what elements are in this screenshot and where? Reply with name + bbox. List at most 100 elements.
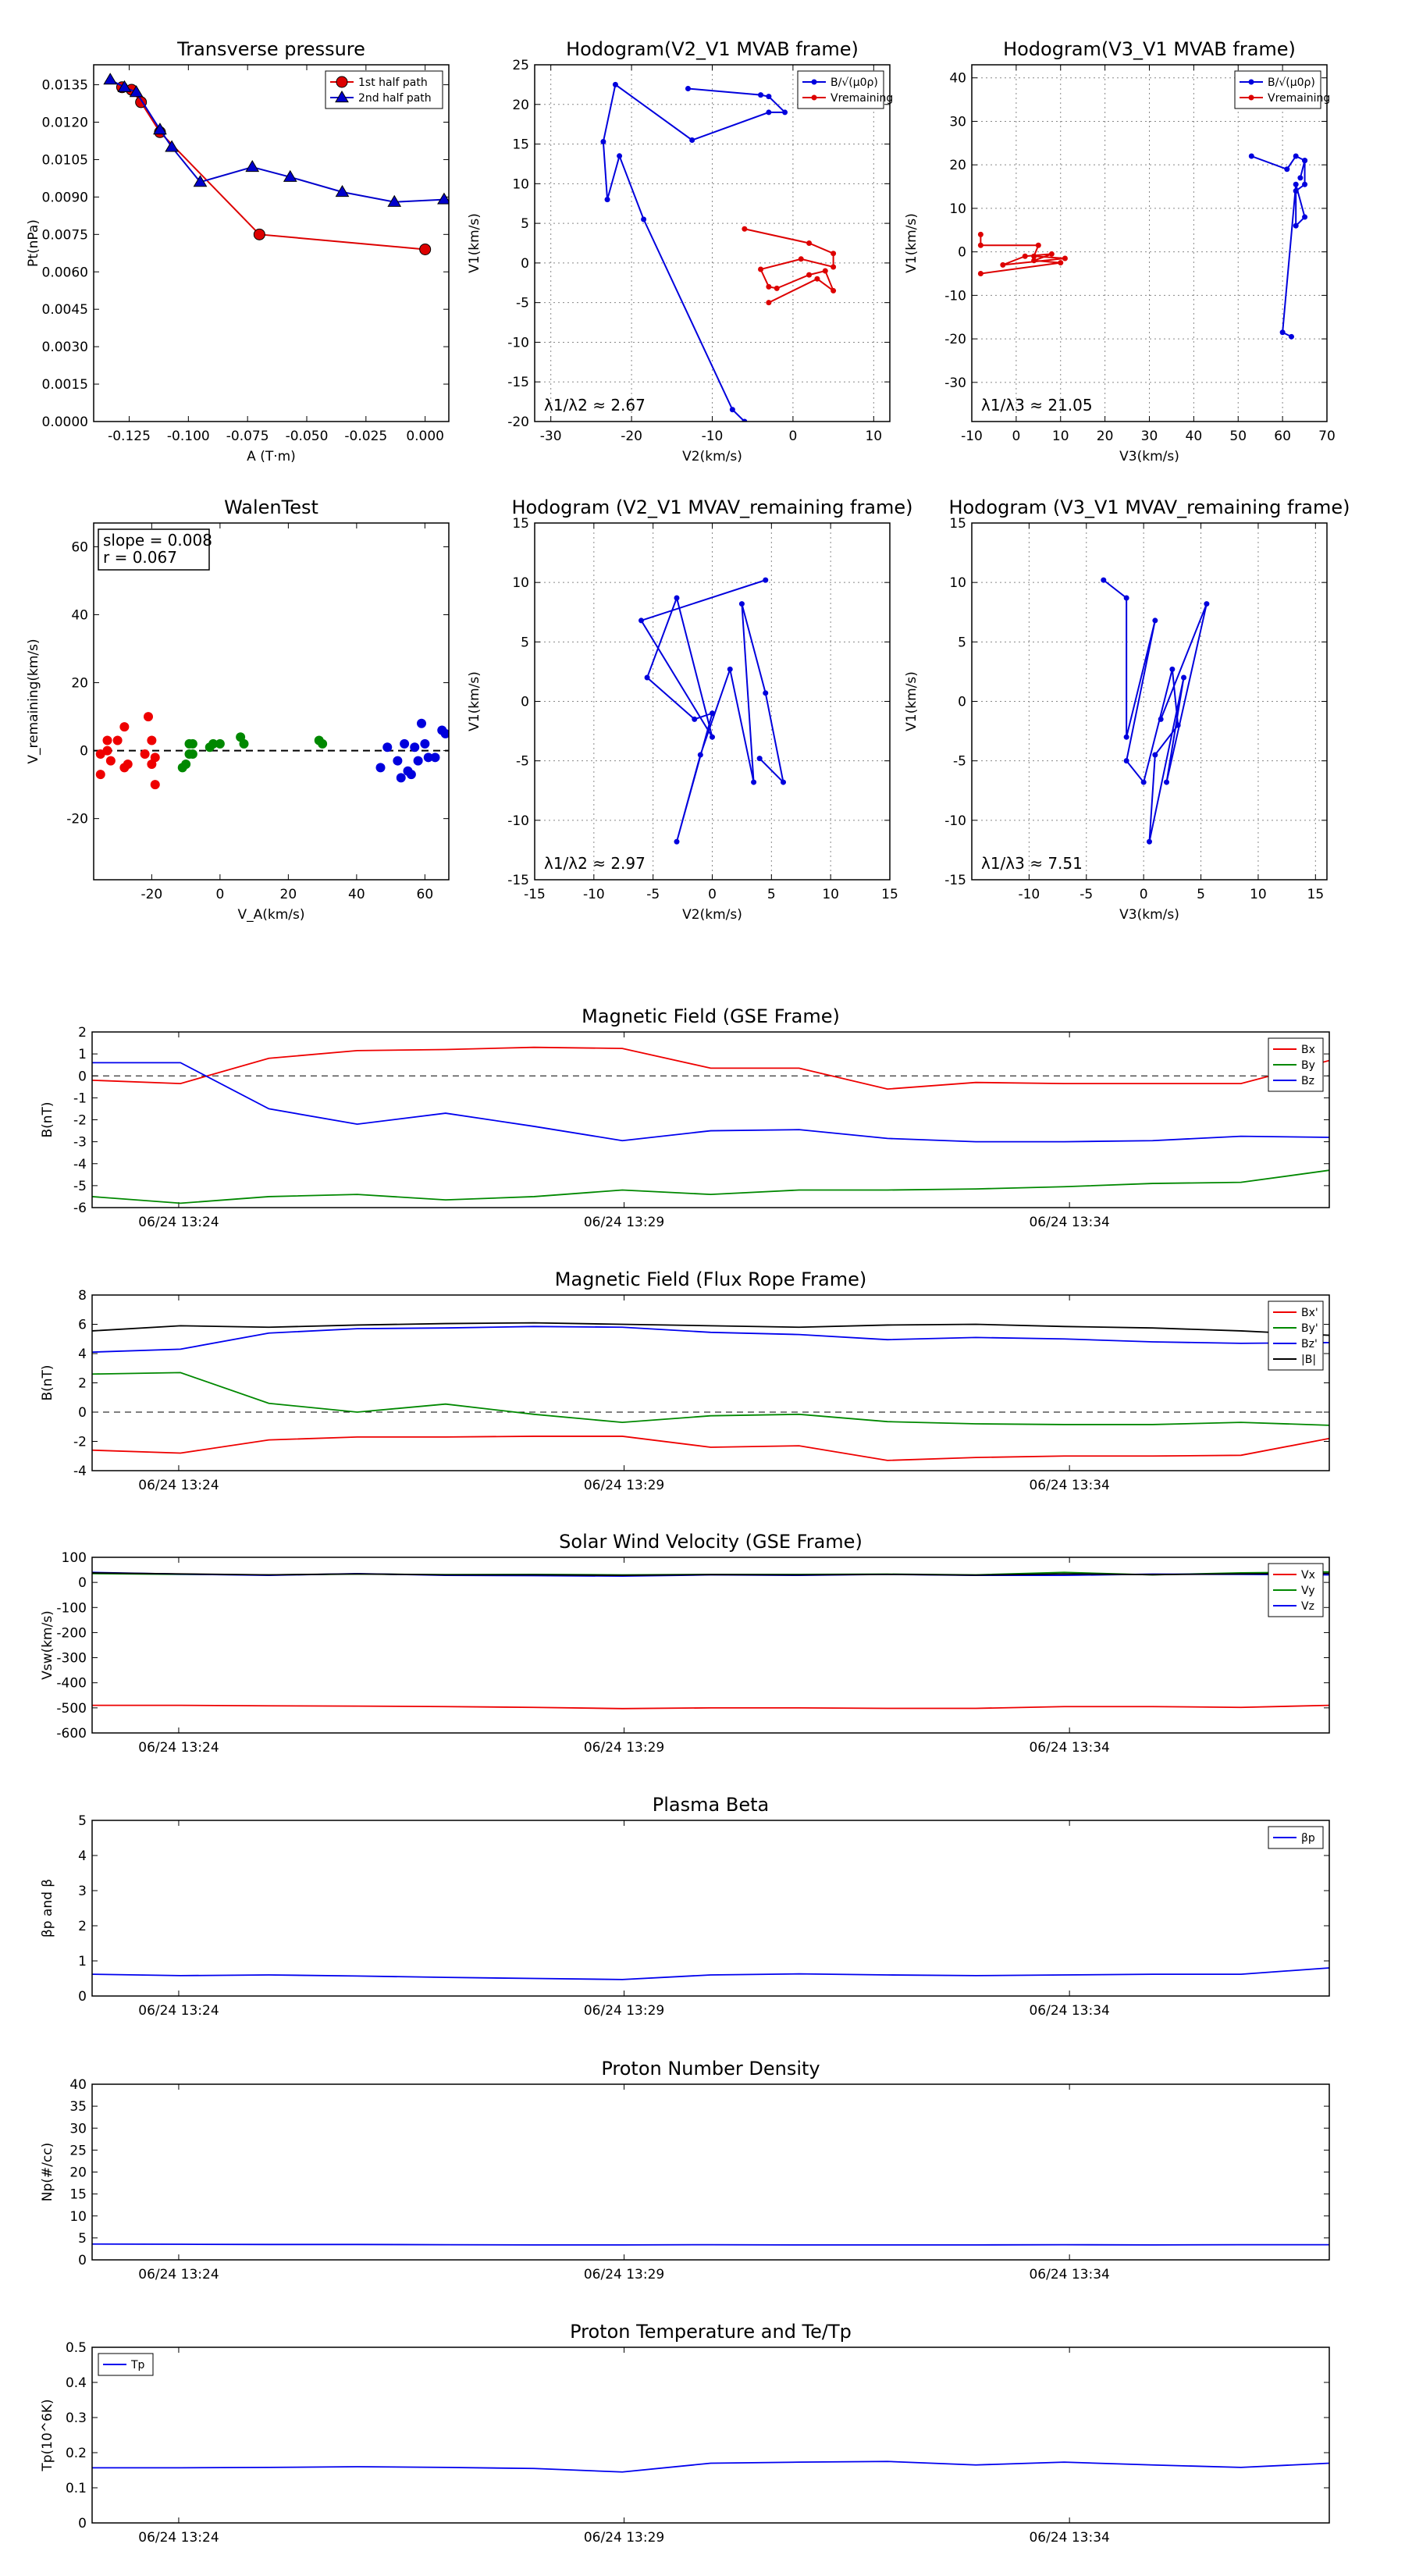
chart-title: Hodogram(V3_V1 MVAB frame)	[1003, 38, 1296, 60]
data-point	[117, 80, 132, 92]
data-point	[1169, 666, 1176, 672]
y-tick-label: -5	[516, 754, 529, 770]
chart-title: Solar Wind Velocity (GSE Frame)	[559, 1531, 863, 1553]
x-tick-label: 40	[1186, 429, 1203, 444]
plot-frame	[534, 522, 891, 881]
data-point	[1293, 222, 1299, 229]
y-axis-label: βp and β	[40, 1879, 55, 1937]
y-tick-label: -30	[944, 375, 966, 391]
legend-marker	[335, 91, 349, 103]
data-point	[1204, 601, 1210, 607]
y-tick-label: 10	[512, 176, 529, 192]
x-tick-label: 06/24 13:24	[138, 2530, 219, 2546]
plot-frame	[93, 64, 450, 422]
plot-area	[600, 81, 837, 422]
y-axis-label: V1(km/s)	[904, 671, 919, 731]
data-point	[742, 226, 748, 232]
y-axis-label: B(nT)	[40, 1101, 55, 1137]
data-point	[1031, 253, 1037, 259]
data-point	[766, 300, 772, 306]
y-tick-label: 15	[512, 137, 529, 153]
data-point	[105, 756, 116, 766]
chart-title: Proton Number Density	[601, 2058, 820, 2080]
data-point	[1031, 258, 1037, 264]
chart-title: Hodogram (V2_V1 MVAV_remaining frame)	[511, 496, 912, 518]
eigenvalue-ratio: λ1/λ3 ≈ 21.05	[981, 396, 1093, 415]
y-tick-label: 5	[958, 635, 966, 650]
plot-area	[92, 1571, 1329, 1710]
y-tick-label: 20	[949, 158, 966, 173]
y-tick-label: 0.2	[66, 2446, 87, 2461]
data-point	[729, 407, 735, 413]
x-tick-label: 06/24 13:24	[138, 1215, 219, 1230]
legend: B/√(μ0ρ) Vremaining	[1234, 70, 1330, 109]
data-point	[1302, 181, 1308, 187]
data-point	[977, 231, 984, 237]
data-point	[335, 184, 350, 197]
data-point	[417, 718, 426, 728]
legend-label: |B|	[1301, 1354, 1316, 1366]
legend-label: By	[1301, 1059, 1315, 1072]
data-point	[685, 85, 691, 91]
legend-marker	[811, 94, 817, 101]
data-point	[1158, 716, 1164, 722]
series-line	[92, 1322, 1329, 1336]
legend-label: Bz	[1301, 1075, 1314, 1087]
series-line	[1103, 579, 1208, 842]
data-point	[245, 160, 260, 173]
series-line	[92, 1436, 1329, 1461]
chart-title: Transverse pressure	[176, 38, 365, 60]
data-point	[831, 251, 837, 257]
data-point	[123, 760, 133, 770]
data-point	[758, 92, 764, 98]
data-point	[318, 738, 328, 749]
x-tick-label: 0	[788, 429, 797, 444]
data-point	[1181, 674, 1187, 681]
y-tick-label: 40	[949, 71, 966, 87]
data-point	[738, 601, 745, 607]
y-tick-label: 0	[521, 256, 529, 272]
data-point	[674, 838, 680, 845]
legend: Tp	[98, 2353, 154, 2376]
x-tick-label: 50	[1229, 429, 1247, 444]
x-tick-label: 10	[822, 887, 839, 902]
legend: B/√(μ0ρ) Vremaining	[797, 70, 893, 109]
legend-label: B/√(μ0ρ)	[1268, 76, 1315, 89]
x-axis-label: V3(km/s)	[1119, 907, 1179, 923]
data-point	[419, 243, 432, 255]
data-point	[1293, 153, 1299, 159]
series-line	[744, 228, 835, 304]
y-tick-label: 1	[78, 1954, 87, 1969]
legend-label: Vz	[1301, 1600, 1314, 1613]
y-tick-label: 0.4	[66, 2375, 87, 2391]
plot-area	[92, 2460, 1329, 2473]
data-point	[1289, 333, 1294, 340]
data-point	[1058, 260, 1064, 266]
data-point	[781, 779, 786, 785]
data-point	[604, 197, 610, 203]
y-tick-label: -4	[73, 1157, 87, 1172]
data-point	[208, 738, 219, 749]
data-point	[763, 690, 769, 696]
data-point	[831, 264, 837, 270]
x-tick-label: 15	[1307, 887, 1325, 902]
data-point	[423, 753, 433, 763]
y-tick-label: -1	[73, 1091, 87, 1106]
y-tick-label: -15	[944, 873, 966, 888]
y-tick-label: 40	[69, 2077, 87, 2093]
data-point	[774, 285, 780, 291]
data-point	[215, 738, 225, 749]
x-tick-label: -10	[702, 429, 724, 444]
series-line	[92, 1572, 1329, 1577]
x-tick-label: 70	[1318, 429, 1336, 444]
y-tick-label: 0	[78, 2253, 87, 2268]
x-tick-label: 10	[1052, 429, 1069, 444]
y-tick-label: 30	[949, 114, 966, 130]
y-tick-label: 0.0030	[42, 340, 88, 355]
x-tick-label: 06/24 13:24	[138, 2003, 219, 2019]
series-line	[92, 1046, 1329, 1091]
series-line	[92, 1062, 1329, 1143]
legend-label: Bz'	[1301, 1338, 1318, 1350]
y-tick-label: 0.1	[66, 2481, 87, 2496]
